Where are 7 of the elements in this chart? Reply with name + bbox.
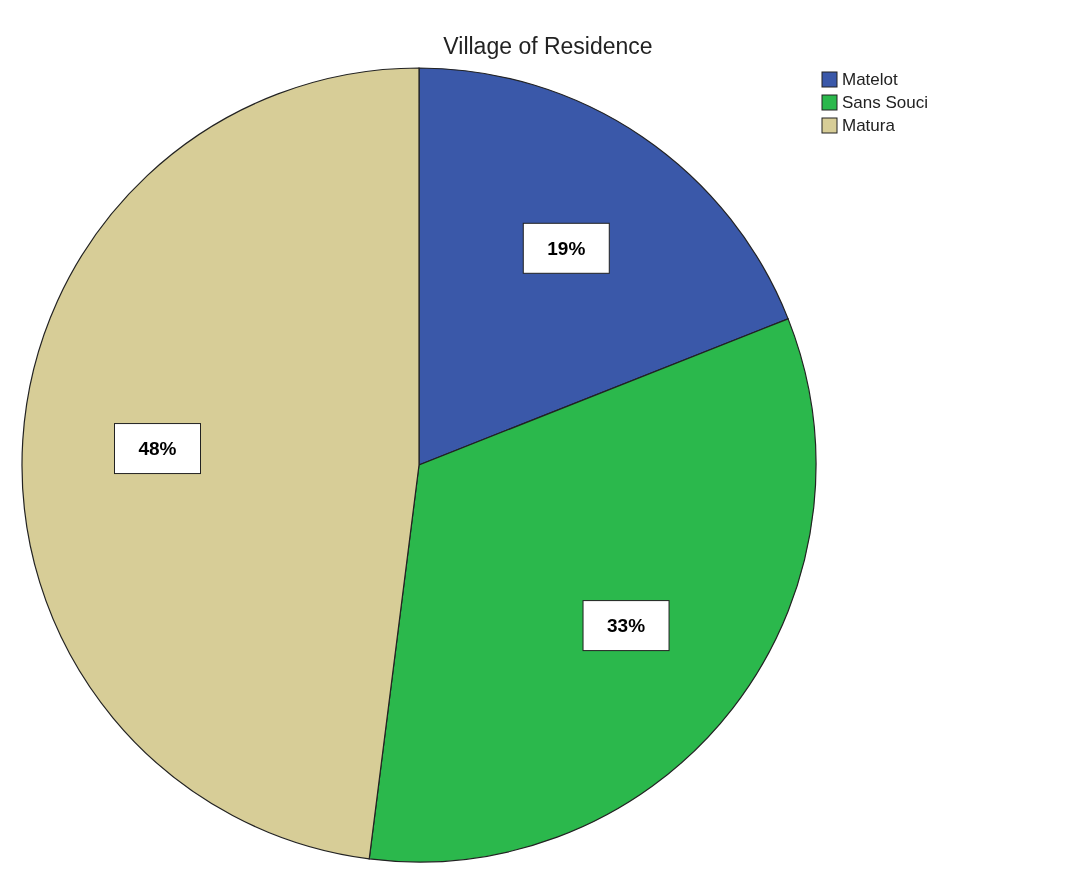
legend-label: Sans Souci (842, 93, 928, 112)
legend-label: Matelot (842, 70, 899, 89)
data-label: 48% (138, 438, 177, 460)
legend-label: Matura (842, 116, 896, 135)
chart-title: Village of Residence (443, 33, 653, 59)
data-label: 33% (607, 615, 646, 637)
data-label: 19% (547, 237, 586, 259)
